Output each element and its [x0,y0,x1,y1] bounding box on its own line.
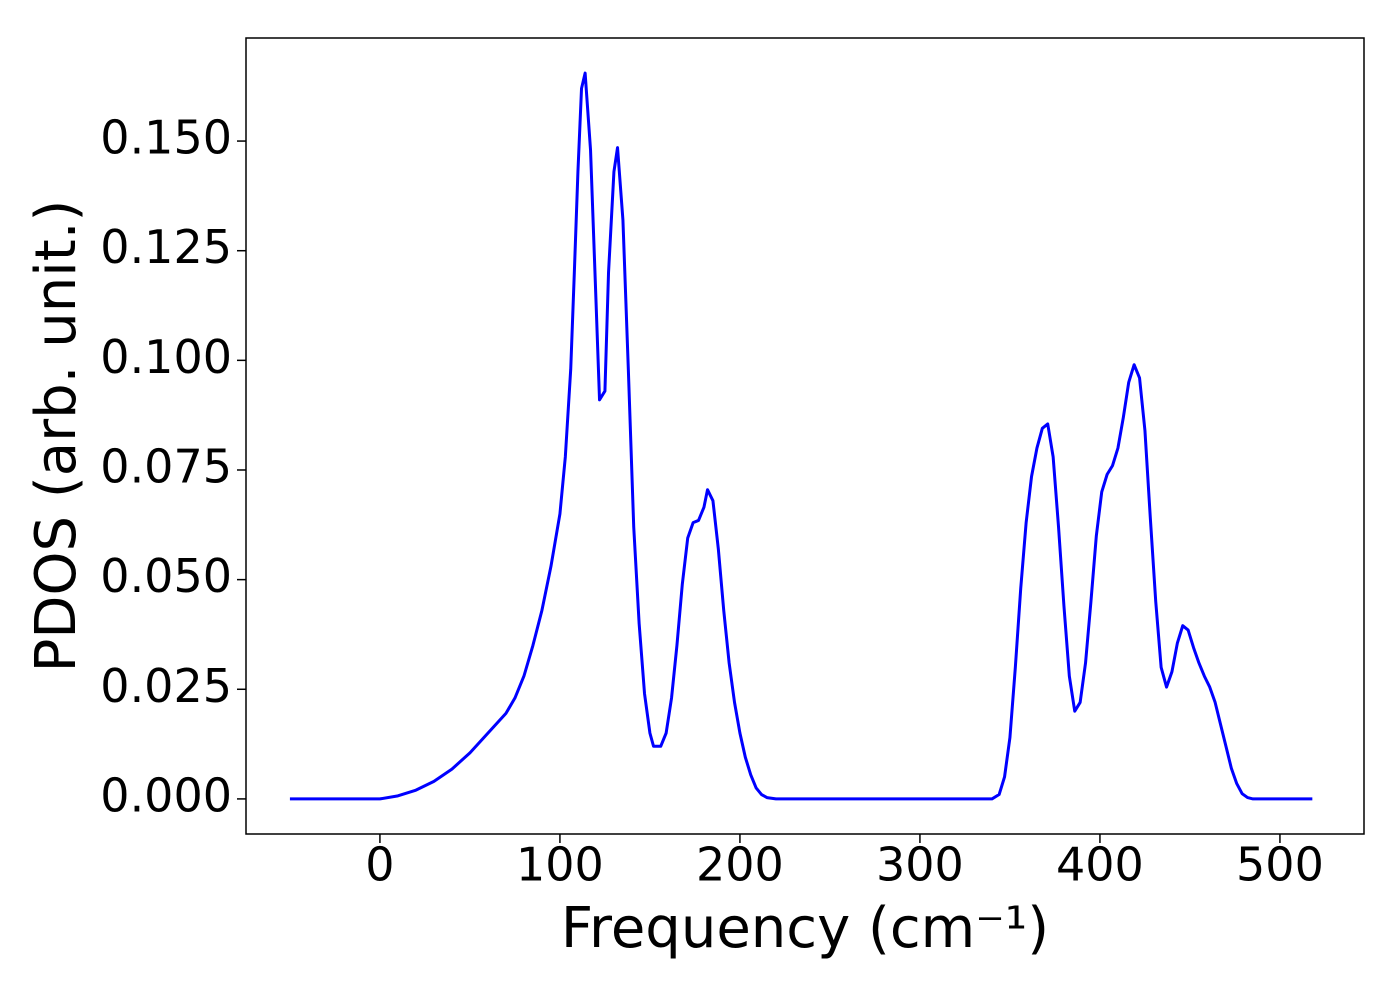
y-tick-label: 0.050 [100,549,232,603]
x-tick-label: 300 [876,838,964,892]
data-line [289,71,1313,801]
x-axis-label: Frequency (cm⁻¹) [561,896,1049,961]
y-tick-label: 0.125 [100,220,232,274]
plot-frame [245,37,1365,835]
x-tick-label: 100 [516,838,604,892]
y-tick-label: 0.000 [100,768,232,822]
y-tick-label: 0.150 [100,111,232,165]
y-tick-label: 0.025 [100,659,232,713]
y-tick-label: 0.100 [100,330,232,384]
x-tick-label: 500 [1236,838,1324,892]
x-tick-label: 200 [696,838,784,892]
y-tick-label: 0.075 [100,439,232,493]
x-tick-label: 0 [365,838,394,892]
x-tick-label: 400 [1056,838,1144,892]
y-axis-label: PDOS (arb. unit.) [24,200,89,673]
